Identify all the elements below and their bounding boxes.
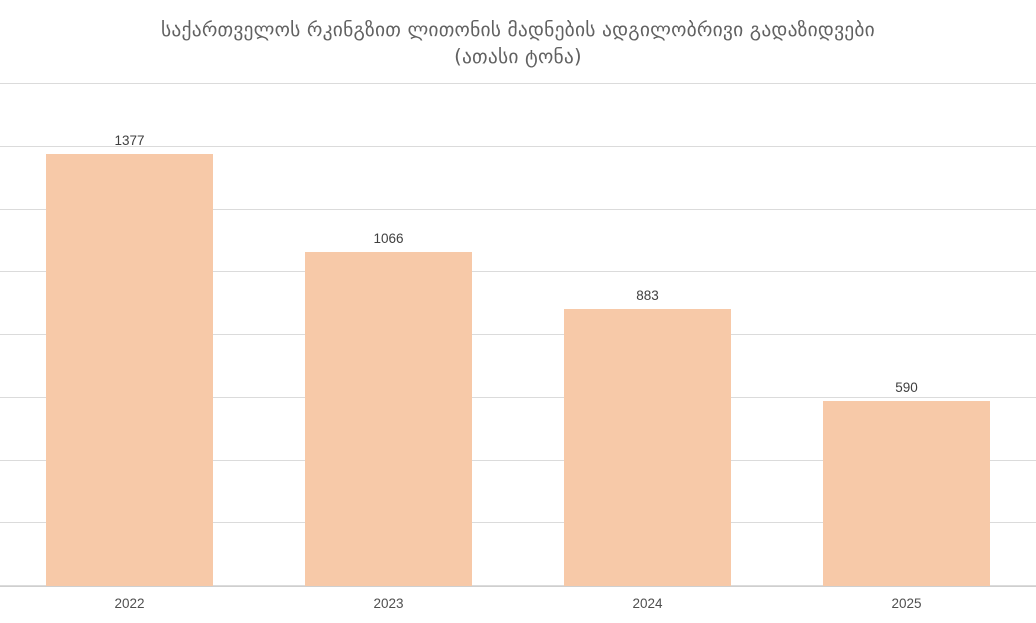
gridline-800 bbox=[0, 334, 1036, 335]
gridline-0 bbox=[0, 585, 1036, 586]
bar-2025 bbox=[822, 400, 991, 586]
bar-2022 bbox=[45, 153, 214, 586]
value-label-2025: 590 bbox=[895, 379, 918, 395]
bar-slot-2023: 1066 bbox=[259, 84, 518, 586]
plot-area: 1377 1066 883 590 bbox=[0, 83, 1036, 587]
value-label-2023: 1066 bbox=[373, 230, 404, 246]
value-label-2024: 883 bbox=[636, 287, 659, 303]
value-label-2022: 1377 bbox=[114, 132, 145, 148]
gridline-1600 bbox=[0, 83, 1036, 84]
x-axis-line bbox=[0, 586, 1036, 587]
gridline-400 bbox=[0, 459, 1036, 461]
bar-2024 bbox=[563, 308, 732, 586]
x-tick-2025: 2025 bbox=[891, 596, 922, 611]
gridline-600 bbox=[0, 396, 1036, 398]
x-tick-2023: 2023 bbox=[373, 596, 404, 611]
bar-slot-2024: 883 bbox=[518, 84, 777, 586]
gridline-1400 bbox=[0, 145, 1036, 147]
gridline-1000 bbox=[0, 271, 1036, 273]
bar-slot-2022: 1377 bbox=[0, 84, 259, 586]
gridline-1200 bbox=[0, 208, 1036, 210]
x-axis-labels: 2022 2023 2024 2025 bbox=[0, 596, 1036, 618]
bar-slot-2025: 590 bbox=[777, 84, 1036, 586]
x-tick-2024: 2024 bbox=[632, 596, 663, 611]
bar-2023 bbox=[304, 251, 473, 586]
x-tick-2022: 2022 bbox=[114, 596, 145, 611]
chart-title: საქართველოს რკინგზით ლითონის მადნების ად… bbox=[161, 18, 875, 41]
chart-title-block: საქართველოს რკინგზით ლითონის მადნების ად… bbox=[0, 16, 1036, 70]
chart-subtitle: (ათასი ტონა) bbox=[454, 45, 582, 68]
gridline-200 bbox=[0, 522, 1036, 524]
